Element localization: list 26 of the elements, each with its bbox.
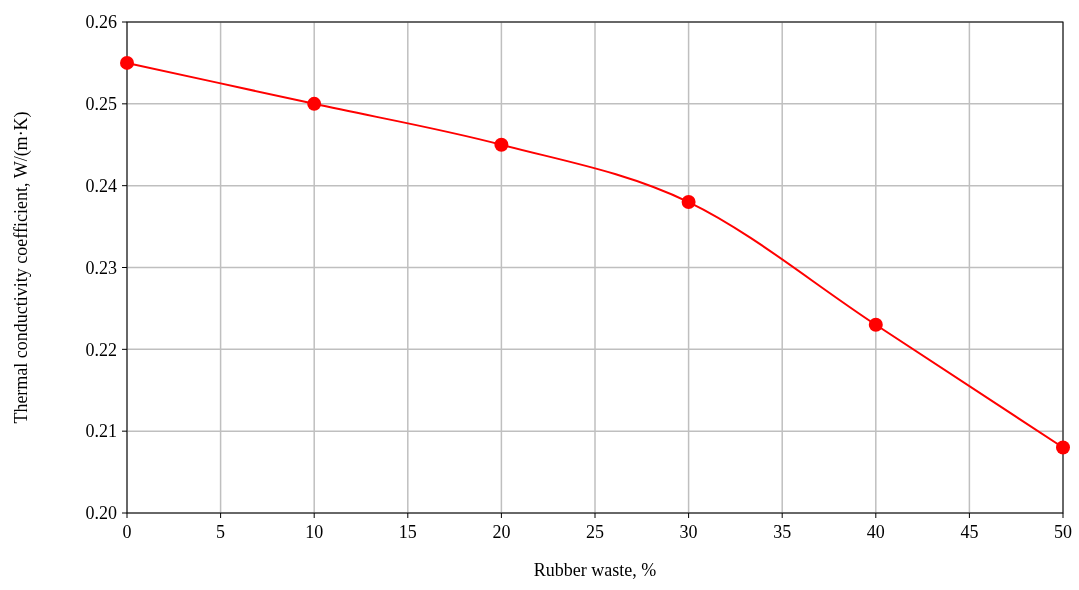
x-tick-label: 5 <box>216 522 226 542</box>
point <box>307 96 322 111</box>
point <box>120 55 134 70</box>
y-tick-label: 0.26 <box>85 12 117 33</box>
x-tick-label: 20 <box>492 522 511 542</box>
point <box>681 195 696 210</box>
point <box>868 317 883 332</box>
x-tick-label: 10 <box>305 522 324 542</box>
x-tick-label: 30 <box>679 522 698 542</box>
x-tick-label: 50 <box>1054 522 1072 542</box>
x-tick-label: 0 <box>122 522 132 542</box>
x-tick-label: 15 <box>398 522 417 542</box>
y-tick-label: 0.24 <box>85 175 117 196</box>
y-axis-title: Thermal conductivity coefficient, W/(m·K) <box>11 111 32 424</box>
y-tick-label: 0.23 <box>85 257 117 278</box>
point <box>494 137 509 152</box>
x-tick-label: 35 <box>773 522 792 542</box>
y-tick-label: 0.21 <box>85 421 117 442</box>
y-tick-label: 0.22 <box>85 339 117 360</box>
x-tick-label: 40 <box>866 522 885 542</box>
x-tick-label: 45 <box>960 522 979 542</box>
point <box>1056 440 1070 455</box>
y-tick-label: 0.20 <box>85 503 117 524</box>
y-tick-label: 0.25 <box>85 94 117 115</box>
x-axis-title: Rubber waste, % <box>533 560 657 580</box>
x-tick-label: 25 <box>586 522 604 542</box>
